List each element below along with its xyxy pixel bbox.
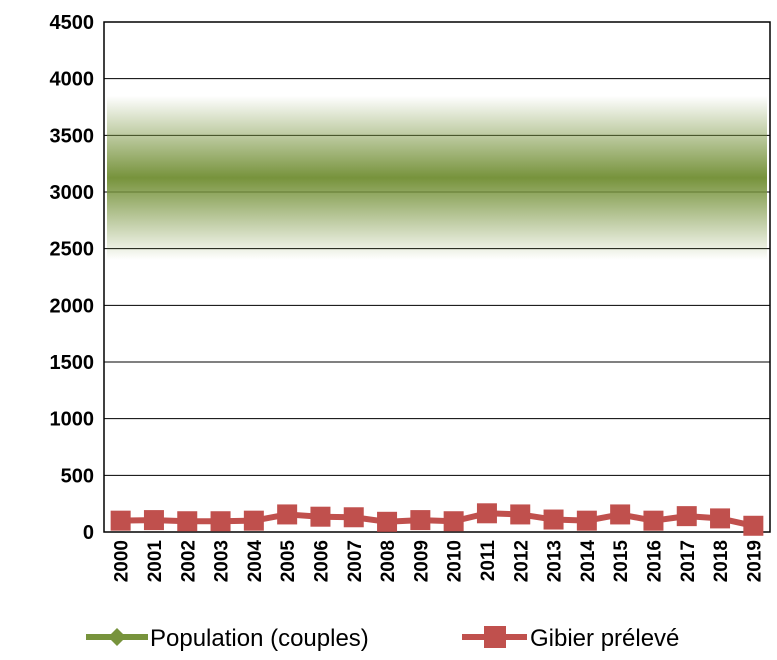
gibier-point <box>343 507 364 528</box>
gibier-point <box>476 503 497 524</box>
gibier-point <box>543 509 564 530</box>
x-tick-label: 2016 <box>644 540 665 582</box>
x-tick-label: 2009 <box>411 540 432 582</box>
x-tick-label: 2003 <box>212 540 233 582</box>
legend: Population (couples) Gibier prélevé <box>86 625 679 652</box>
x-tick-label: 2011 <box>478 540 499 582</box>
y-tick-label: 500 <box>61 465 94 487</box>
gibier-point <box>610 504 631 525</box>
x-tick-label: 2010 <box>445 540 466 582</box>
gibier-point <box>310 506 331 527</box>
gibier-point <box>377 511 398 532</box>
x-tick-label: 2013 <box>545 540 566 582</box>
legend-label-population: Population (couples) <box>150 625 369 652</box>
x-tick-label: 2012 <box>511 540 532 582</box>
y-tick-label: 2500 <box>50 239 95 261</box>
gibier-point <box>277 504 298 525</box>
gibier-point <box>643 510 664 531</box>
y-tick-label: 4500 <box>50 12 95 34</box>
x-tick-label: 2017 <box>678 540 699 582</box>
gibier-point <box>576 510 597 531</box>
x-tick-label: 2008 <box>378 540 399 582</box>
x-tick-label: 2019 <box>744 540 765 582</box>
x-tick-label: 2000 <box>112 540 133 582</box>
population-series-band <box>107 95 767 261</box>
y-tick-label: 4000 <box>50 69 95 91</box>
gibier-point <box>743 515 764 536</box>
y-tick-label: 3000 <box>50 182 95 204</box>
x-tick-label: 2004 <box>245 540 266 583</box>
x-tick-label: 2014 <box>578 540 599 583</box>
x-tick-label: 2006 <box>311 540 332 582</box>
x-tick-label: 2015 <box>611 540 632 583</box>
gibier-point <box>110 510 131 531</box>
x-axis-ticks: 2000 2001 2002 2003 2004 2005 2006 2007 2008 2009… <box>112 540 766 583</box>
gibier-point <box>410 510 431 531</box>
plot-area-frame <box>103 21 771 533</box>
x-tick-label: 2005 <box>278 540 299 583</box>
gibier-point <box>210 511 231 532</box>
gibier-point <box>177 511 198 532</box>
y-tick-label: 2000 <box>50 295 95 317</box>
y-axis-ticks: 0 500 1000 1500 2000 2500 3000 3500 4000 4500 <box>50 12 95 544</box>
population-band-layer <box>107 95 767 261</box>
y-tick-label: 3500 <box>50 125 95 147</box>
x-tick-label: 2001 <box>145 540 166 583</box>
gibier-point <box>676 506 697 527</box>
gibier-point <box>243 510 264 531</box>
gibier-point <box>143 510 164 531</box>
gibier-point <box>710 508 731 529</box>
y-tick-label: 1000 <box>50 409 95 431</box>
series-layer <box>110 503 764 536</box>
x-tick-label: 2007 <box>345 540 366 582</box>
x-tick-label: 2018 <box>711 540 732 582</box>
legend-swatch-population-marker <box>108 628 126 646</box>
legend-label-gibier: Gibier prélevé <box>530 625 679 652</box>
legend-swatch-gibier-marker <box>484 626 506 648</box>
y-tick-label: 1500 <box>50 352 95 374</box>
x-tick-label: 2002 <box>178 540 199 582</box>
gibier-point <box>510 504 531 525</box>
y-tick-label: 0 <box>83 522 94 544</box>
gibier-point <box>443 511 464 532</box>
